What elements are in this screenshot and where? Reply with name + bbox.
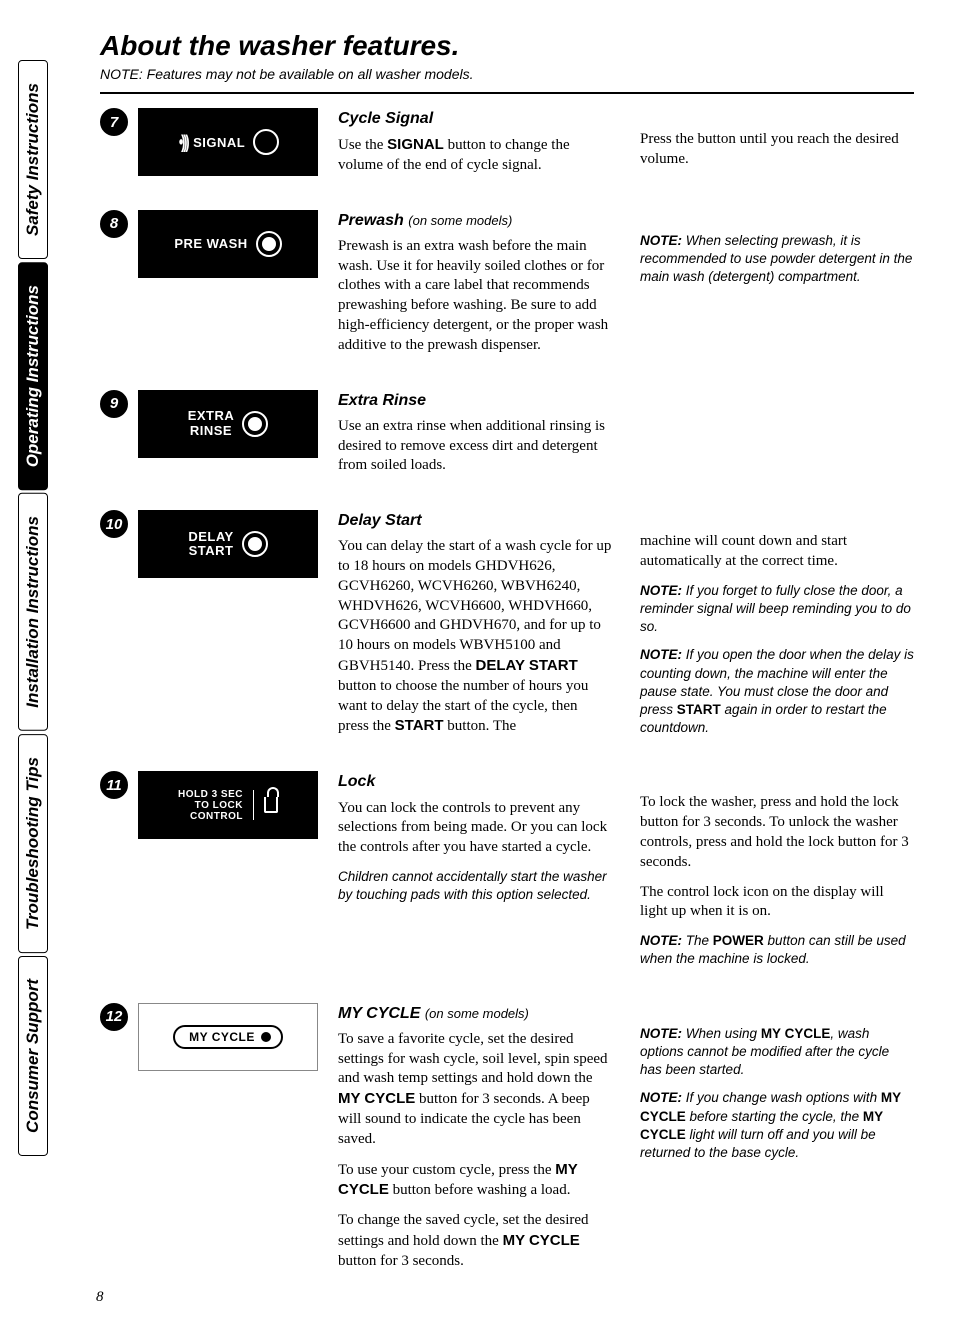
title-lock: Lock xyxy=(338,771,612,792)
text-10-right-1: machine will count down and start automa… xyxy=(640,532,914,572)
panel-mycycle: MY CYCLE xyxy=(138,1003,318,1071)
note-11-right: NOTE: The POWER button can still be used… xyxy=(640,932,914,968)
panel-prewash-label: PRE WASH xyxy=(174,236,247,251)
button-ring-icon xyxy=(256,231,282,257)
tab-troubleshooting[interactable]: Troubleshooting Tips xyxy=(18,734,48,953)
panel-rinse-label: RINSE xyxy=(190,424,232,438)
badge-11: 11 xyxy=(100,771,128,799)
panel-extra-rinse: EXTRARINSE xyxy=(138,390,318,458)
panel-start-label: START xyxy=(189,544,234,558)
note-10-2: NOTE: If you open the door when the dela… xyxy=(640,646,914,737)
page-number: 8 xyxy=(96,1289,104,1306)
panel-prewash: PRE WASH xyxy=(138,210,318,278)
feature-7: 7 •))) SIGNAL Cycle Signal Use the SIGNA… xyxy=(80,108,914,186)
panel-extra-label: EXTRA xyxy=(188,409,235,423)
badge-12: 12 xyxy=(100,1003,128,1031)
lock-icon xyxy=(264,797,278,813)
panel-lock-l3: CONTROL xyxy=(190,811,243,822)
badge-9: 9 xyxy=(100,390,128,418)
feature-8: 8 PRE WASH Prewash (on some models) Prew… xyxy=(80,210,914,366)
panel-delay-start: DELAYSTART xyxy=(138,510,318,578)
dot-icon xyxy=(261,1032,271,1042)
note-10-1: NOTE: If you forget to fully close the d… xyxy=(640,582,914,637)
panel-lock: HOLD 3 SEC TO LOCK CONTROL xyxy=(138,771,318,839)
note-12-2: NOTE: If you change wash options with MY… xyxy=(640,1089,914,1162)
text-11-left-1: You can lock the controls to prevent any… xyxy=(338,799,612,858)
title-extra-rinse: Extra Rinse xyxy=(338,390,612,411)
note-8: NOTE: When selecting prewash, it is reco… xyxy=(640,232,914,287)
text-12-left-3: To change the saved cycle, set the desir… xyxy=(338,1211,612,1271)
badge-7: 7 xyxy=(100,108,128,136)
tab-operating[interactable]: Operating Instructions xyxy=(18,262,48,490)
text-7-right: Press the button until you reach the des… xyxy=(640,130,914,170)
text-12-left-1: To save a favorite cycle, set the desire… xyxy=(338,1030,612,1150)
signal-icon: •))) xyxy=(179,132,188,153)
text-10-left: You can delay the start of a wash cycle … xyxy=(338,537,612,737)
panel-mycycle-label: MY CYCLE xyxy=(189,1030,255,1044)
panel-delay-label: DELAY xyxy=(188,530,233,544)
page-title: About the washer features. xyxy=(100,30,914,62)
feature-11: 11 HOLD 3 SEC TO LOCK CONTROL Lock You c… xyxy=(80,771,914,978)
text-7-left: Use the SIGNAL button to change the volu… xyxy=(338,135,612,176)
badge-8: 8 xyxy=(100,210,128,238)
tab-consumer-support[interactable]: Consumer Support xyxy=(18,956,48,1156)
feature-10: 10 DELAYSTART Delay Start You can delay … xyxy=(80,510,914,747)
feature-12: 12 MY CYCLE MY CYCLE (on some models) To… xyxy=(80,1003,914,1282)
title-delay-start: Delay Start xyxy=(338,510,612,531)
text-11-right-2: The control lock icon on the display wil… xyxy=(640,883,914,923)
title-cycle-signal: Cycle Signal xyxy=(338,108,612,129)
panel-lock-l1: HOLD 3 SEC xyxy=(178,789,243,800)
button-ring-icon xyxy=(242,411,268,437)
button-ring-icon xyxy=(253,129,279,155)
tab-safety[interactable]: Safety Instructions xyxy=(18,60,48,259)
side-nav: Safety Instructions Operating Instructio… xyxy=(18,60,48,1159)
text-8-left: Prewash is an extra wash before the main… xyxy=(338,237,612,356)
text-12-left-2: To use your custom cycle, press the MY C… xyxy=(338,1160,612,1202)
divider xyxy=(100,92,914,94)
button-ring-icon xyxy=(242,531,268,557)
title-mycycle: MY CYCLE (on some models) xyxy=(338,1003,612,1024)
page-subtitle: NOTE: Features may not be available on a… xyxy=(100,66,914,82)
text-11-right-1: To lock the washer, press and hold the l… xyxy=(640,793,914,872)
badge-10: 10 xyxy=(100,510,128,538)
note-11-left: Children cannot accidentally start the w… xyxy=(338,868,612,904)
text-9-left: Use an extra rinse when additional rinsi… xyxy=(338,417,612,476)
title-prewash: Prewash (on some models) xyxy=(338,210,612,231)
note-12-1: NOTE: When using MY CYCLE, wash options … xyxy=(640,1025,914,1080)
feature-9: 9 EXTRARINSE Extra Rinse Use an extra ri… xyxy=(80,390,914,487)
panel-signal-label: SIGNAL xyxy=(193,135,245,150)
tab-installation[interactable]: Installation Instructions xyxy=(18,493,48,731)
panel-lock-l2: TO LOCK xyxy=(195,800,243,811)
panel-signal: •))) SIGNAL xyxy=(138,108,318,176)
